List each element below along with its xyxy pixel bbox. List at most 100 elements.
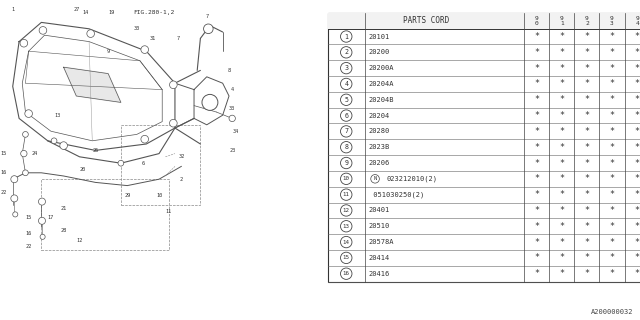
Text: 8: 8 [344, 144, 348, 150]
Text: *: * [584, 143, 589, 152]
Text: *: * [559, 190, 564, 199]
Text: *: * [609, 48, 614, 57]
Circle shape [340, 47, 352, 58]
Circle shape [340, 94, 352, 106]
Text: *: * [534, 190, 539, 199]
Text: 14: 14 [343, 240, 349, 244]
Text: *: * [609, 79, 614, 88]
Text: *: * [584, 111, 589, 120]
Text: *: * [559, 206, 564, 215]
Text: 20280: 20280 [369, 128, 390, 134]
Text: 20200A: 20200A [369, 65, 394, 71]
Text: *: * [534, 64, 539, 73]
Text: *: * [635, 206, 639, 215]
Text: 29: 29 [124, 193, 131, 198]
Text: 9: 9 [107, 49, 109, 54]
Text: 15: 15 [26, 215, 32, 220]
Text: *: * [559, 253, 564, 262]
Circle shape [229, 115, 236, 122]
Text: *: * [534, 127, 539, 136]
Circle shape [38, 217, 45, 224]
Text: *: * [635, 174, 639, 183]
Text: *: * [584, 206, 589, 215]
Text: 22: 22 [26, 244, 32, 249]
Text: *: * [609, 111, 614, 120]
Circle shape [11, 195, 18, 202]
Text: *: * [584, 190, 589, 199]
Text: 13: 13 [54, 113, 60, 118]
Text: 20: 20 [79, 167, 86, 172]
Text: *: * [534, 269, 539, 278]
Text: 14: 14 [83, 10, 89, 15]
Text: *: * [559, 174, 564, 183]
Text: *: * [609, 143, 614, 152]
Text: 051030250(2): 051030250(2) [369, 191, 424, 198]
Circle shape [20, 150, 27, 157]
Text: 4: 4 [344, 81, 348, 87]
Circle shape [170, 119, 177, 127]
Text: PARTS CORD: PARTS CORD [403, 16, 449, 25]
Text: 15: 15 [0, 151, 6, 156]
Text: 20101: 20101 [369, 34, 390, 39]
Text: *: * [534, 32, 539, 41]
Text: *: * [584, 79, 589, 88]
Text: *: * [635, 32, 639, 41]
Text: 20206: 20206 [369, 160, 390, 166]
Circle shape [340, 236, 352, 248]
Bar [121, 125, 200, 205]
Text: 7: 7 [344, 128, 348, 134]
Text: *: * [635, 48, 639, 57]
Circle shape [40, 234, 45, 239]
Circle shape [11, 176, 18, 183]
Text: 10: 10 [156, 193, 162, 198]
Text: 19: 19 [108, 10, 115, 15]
Text: *: * [635, 79, 639, 88]
Circle shape [38, 198, 45, 205]
Text: 21: 21 [61, 205, 67, 211]
Text: 10: 10 [343, 176, 349, 181]
Text: 28: 28 [61, 228, 67, 233]
Text: *: * [559, 95, 564, 104]
Circle shape [39, 27, 47, 34]
Text: *: * [609, 190, 614, 199]
Text: *: * [584, 253, 589, 262]
Circle shape [22, 170, 28, 176]
Text: 9
0: 9 0 [535, 16, 538, 26]
Text: *: * [584, 64, 589, 73]
Circle shape [51, 138, 57, 144]
Text: A200000032: A200000032 [591, 309, 634, 315]
Text: 20204: 20204 [369, 113, 390, 119]
Text: 16: 16 [343, 271, 349, 276]
Text: 20510: 20510 [369, 223, 390, 229]
Text: *: * [534, 111, 539, 120]
Text: *: * [584, 95, 589, 104]
Text: 23: 23 [229, 148, 236, 153]
Text: *: * [609, 32, 614, 41]
Circle shape [87, 30, 95, 37]
Polygon shape [63, 67, 121, 102]
Text: *: * [635, 253, 639, 262]
Text: 1: 1 [11, 7, 14, 12]
Text: *: * [609, 269, 614, 278]
Circle shape [340, 205, 352, 216]
Circle shape [340, 62, 352, 74]
Text: *: * [609, 158, 614, 167]
Text: *: * [635, 111, 639, 120]
Text: 12: 12 [343, 208, 349, 213]
Text: *: * [559, 127, 564, 136]
Text: 20204B: 20204B [369, 97, 394, 103]
Text: 6: 6 [141, 161, 145, 166]
Circle shape [60, 142, 67, 149]
Text: 17: 17 [48, 215, 54, 220]
Text: *: * [534, 95, 539, 104]
Text: *: * [584, 174, 589, 183]
Text: 2: 2 [180, 177, 183, 182]
Circle shape [22, 132, 28, 137]
Text: 31: 31 [150, 36, 156, 41]
Text: *: * [609, 174, 614, 183]
Text: 30: 30 [134, 26, 140, 31]
Text: 16: 16 [0, 170, 6, 175]
Text: *: * [559, 222, 564, 231]
Text: 2023B: 2023B [369, 144, 390, 150]
Text: 8: 8 [227, 68, 230, 73]
